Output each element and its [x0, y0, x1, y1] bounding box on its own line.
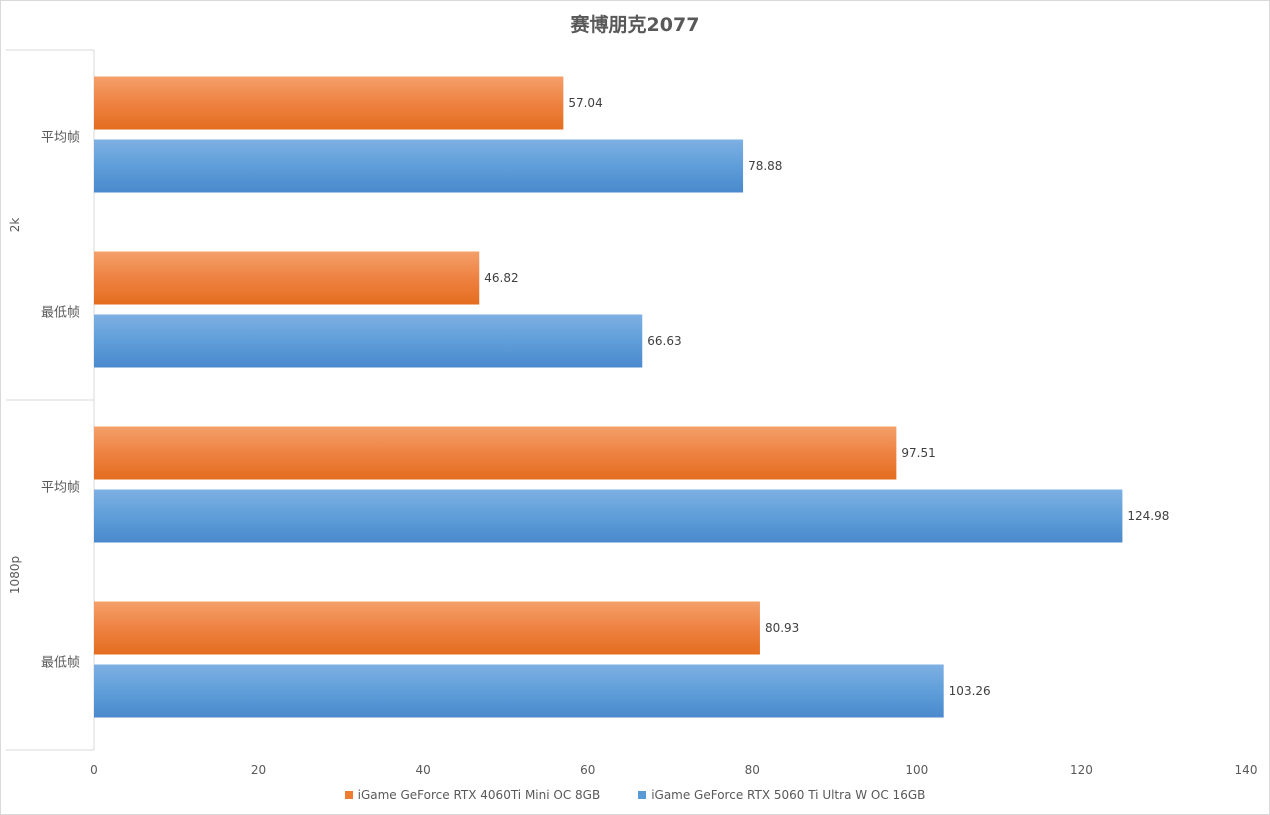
- legend-swatch-blue: [638, 791, 647, 799]
- x-tick-label-0: 0: [90, 763, 98, 777]
- bar-1080p-2-series-1: [94, 601, 760, 655]
- legend-item-series-1: iGame GeForce RTX 4060Ti Mini OC 8GB: [344, 788, 601, 802]
- data-label-2k-1-series-1: 57.04: [568, 96, 602, 110]
- bar-2k-2-series-2: [94, 314, 643, 368]
- x-tick-label-100: 100: [905, 763, 928, 777]
- bar-1080p-1-series-1: [94, 426, 897, 480]
- category-label-1080p-2: 最低帧: [41, 656, 80, 671]
- x-tick-label-120: 120: [1070, 763, 1093, 777]
- legend-swatch-orange: [344, 791, 353, 799]
- bar-1080p-2-series-2: [94, 664, 944, 718]
- data-label-1080p-2-series-1: 80.93: [765, 621, 799, 635]
- category-label-1080p-1: 平均帧: [41, 481, 80, 496]
- group-label-2k: 2k: [8, 218, 22, 233]
- bar-2k-1-series-2: [94, 139, 744, 193]
- legend-item-series-2: iGame GeForce RTX 5060 Ti Ultra W OC 16G…: [638, 788, 925, 802]
- bar-2k-1-series-1: [94, 76, 564, 130]
- x-tick-label-60: 60: [580, 763, 595, 777]
- chart-title: 赛博朋克2077: [570, 14, 700, 36]
- x-tick-label-40: 40: [416, 763, 431, 777]
- data-label-1080p-1-series-2: 124.98: [1127, 509, 1169, 523]
- data-label-2k-1-series-2: 78.88: [748, 159, 782, 173]
- data-label-2k-2-series-2: 66.63: [647, 334, 681, 348]
- legend-label-series-2: iGame GeForce RTX 5060 Ti Ultra W OC 16G…: [651, 788, 926, 802]
- category-label-2k-1: 平均帧: [41, 131, 80, 146]
- data-label-2k-2-series-1: 46.82: [484, 271, 518, 285]
- legend: iGame GeForce RTX 4060Ti Mini OC 8GB iGa…: [0, 788, 1270, 802]
- data-label-1080p-2-series-2: 103.26: [949, 684, 991, 698]
- data-label-1080p-1-series-1: 97.51: [901, 446, 935, 460]
- bar-1080p-1-series-2: [94, 489, 1123, 543]
- x-tick-label-20: 20: [251, 763, 266, 777]
- bar-2k-2-series-1: [94, 251, 480, 305]
- category-label-2k-2: 最低帧: [41, 306, 80, 321]
- x-tick-label-140: 140: [1235, 763, 1258, 777]
- legend-label-series-1: iGame GeForce RTX 4060Ti Mini OC 8GB: [357, 788, 601, 802]
- x-tick-label-80: 80: [745, 763, 760, 777]
- group-label-1080p: 1080p: [8, 556, 22, 594]
